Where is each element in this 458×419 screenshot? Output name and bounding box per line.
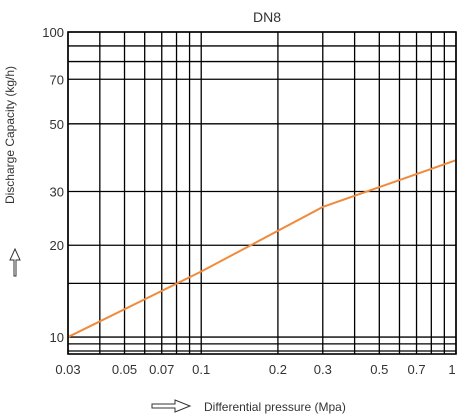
y-tick-label: 20 xyxy=(50,238,64,253)
right-arrow-icon xyxy=(151,399,192,413)
x-axis-title: Differential pressure (Mpa) xyxy=(204,400,346,414)
x-tick-label: 1 xyxy=(448,362,455,377)
x-tick-label: 0.2 xyxy=(269,362,287,377)
y-tick-label: 30 xyxy=(50,185,64,200)
x-tick-label: 0.3 xyxy=(314,362,332,377)
x-tick-labels: 0.03 0.05 0.07 0.1 0.2 0.3 0.5 0.7 1 xyxy=(55,362,455,377)
y-axis-title-group: Discharge Capacity (kg/h) xyxy=(3,66,21,277)
x-tick-label: 0.1 xyxy=(192,362,210,377)
y-tick-label: 70 xyxy=(50,72,64,87)
plot-border xyxy=(67,31,457,355)
x-tick-label: 0.7 xyxy=(407,362,425,377)
grid xyxy=(67,31,457,354)
x-axis-title-group: Differential pressure (Mpa) xyxy=(151,399,346,414)
x-tick-label: 0.07 xyxy=(149,362,174,377)
x-tick-label: 0.5 xyxy=(370,362,388,377)
y-tick-label: 10 xyxy=(50,330,64,345)
y-tick-labels: 10 20 30 50 70 100 xyxy=(42,25,64,345)
series-layer xyxy=(67,159,457,338)
y-tick-label: 50 xyxy=(50,117,64,132)
plot-frame xyxy=(67,31,457,355)
chart-title: DN8 xyxy=(253,9,281,25)
x-tick-label: 0.03 xyxy=(55,362,80,377)
y-tick-label: 100 xyxy=(42,25,64,40)
series-line xyxy=(67,159,457,338)
up-arrow-icon xyxy=(9,247,21,277)
x-tick-label: 0.05 xyxy=(112,362,137,377)
y-axis-title: Discharge Capacity (kg/h) xyxy=(3,66,17,204)
